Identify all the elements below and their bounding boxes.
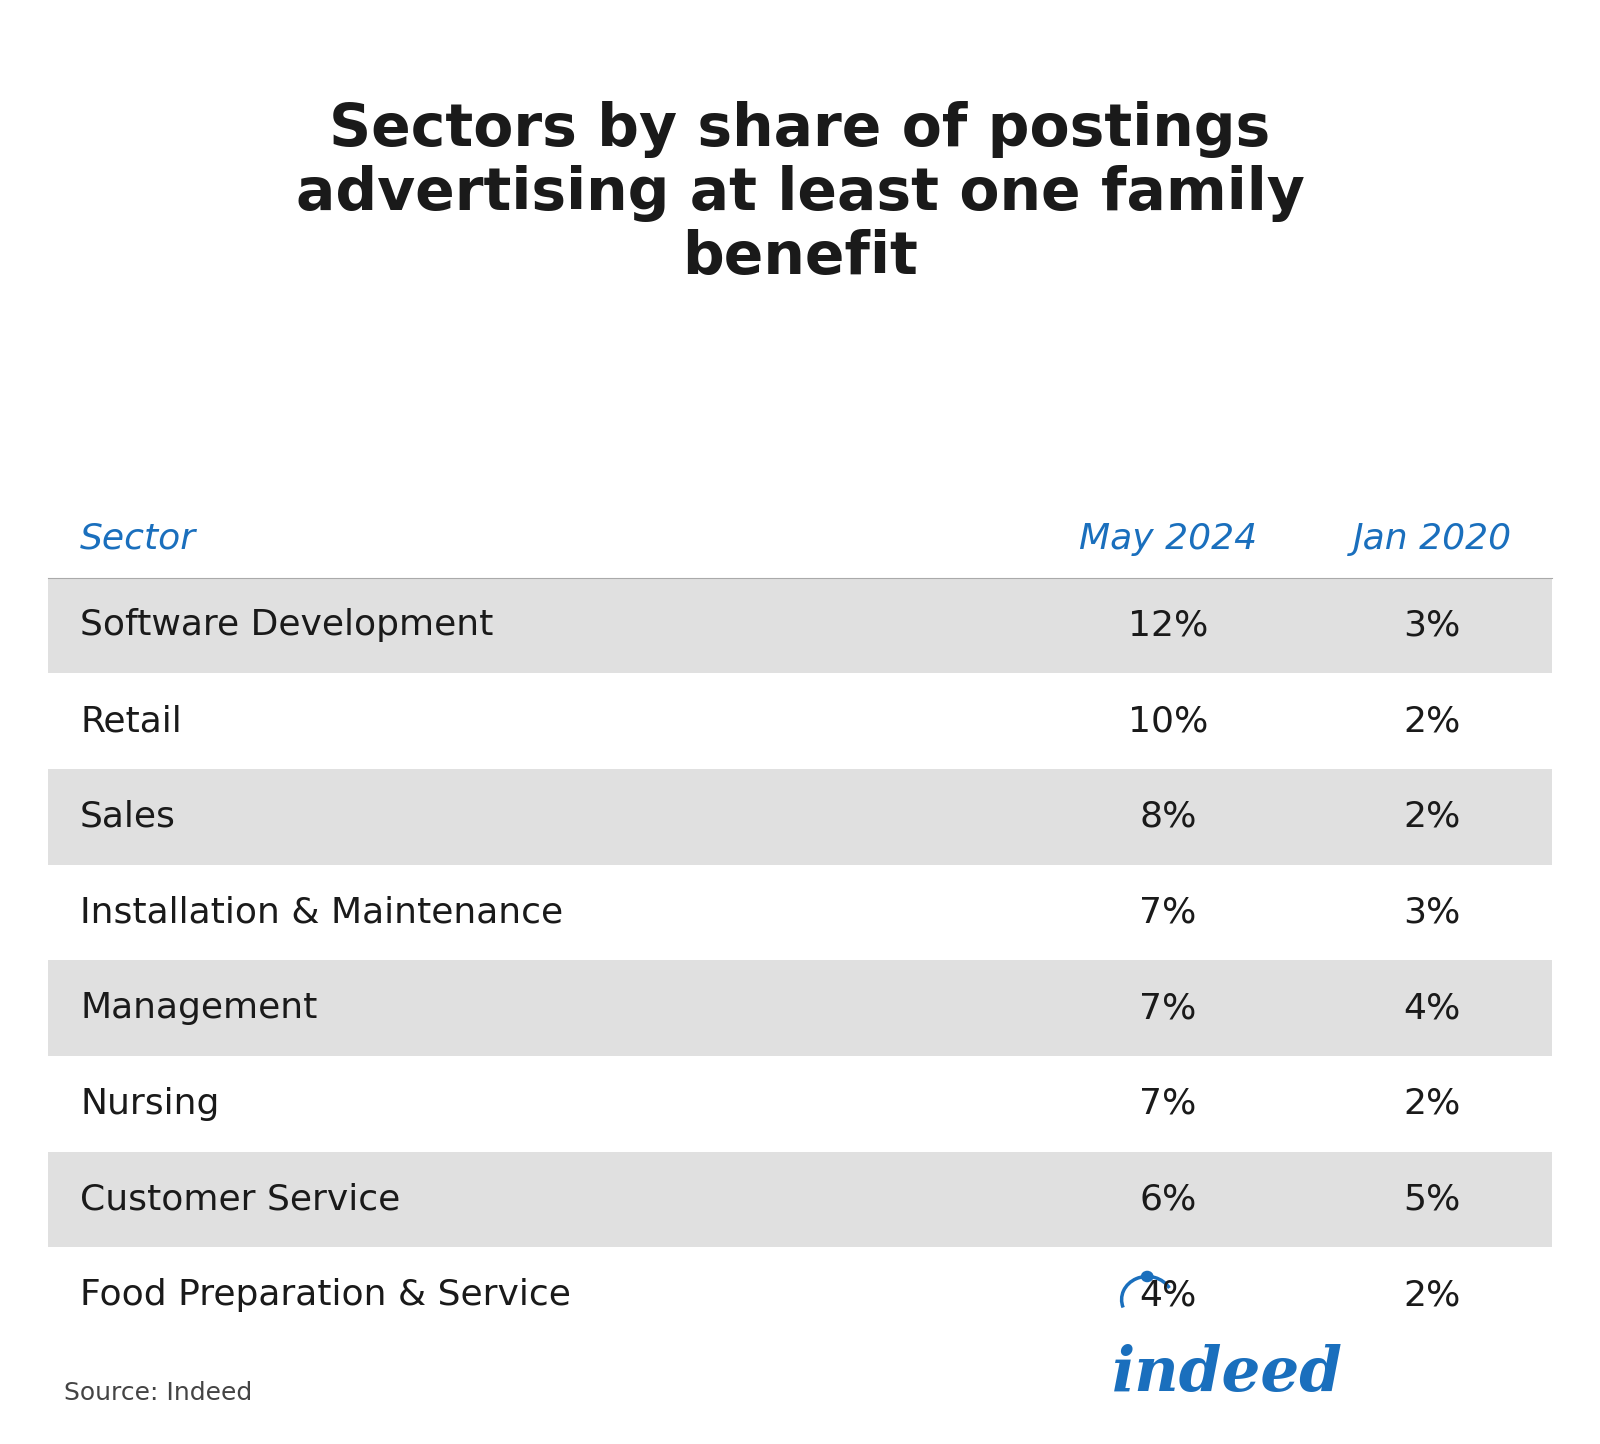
Text: 7%: 7%	[1139, 991, 1197, 1025]
Text: Sales: Sales	[80, 800, 176, 833]
Text: 12%: 12%	[1128, 608, 1208, 643]
Bar	[48, 768, 1552, 865]
Text: 6%: 6%	[1139, 1183, 1197, 1216]
Text: 2%: 2%	[1403, 1087, 1461, 1121]
Text: 2%: 2%	[1403, 705, 1461, 738]
Text: Retail: Retail	[80, 705, 182, 738]
Circle shape	[1141, 1271, 1154, 1282]
Text: Jan 2020: Jan 2020	[1352, 521, 1512, 556]
Text: Source: Indeed: Source: Indeed	[64, 1382, 253, 1405]
Text: 4%: 4%	[1139, 1278, 1197, 1313]
Text: Sectors by share of postings
advertising at least one family
benefit: Sectors by share of postings advertising…	[296, 101, 1304, 286]
Text: 3%: 3%	[1403, 608, 1461, 643]
Text: 10%: 10%	[1128, 705, 1208, 738]
Text: Customer Service: Customer Service	[80, 1183, 400, 1216]
Text: Nursing: Nursing	[80, 1087, 219, 1121]
Text: 7%: 7%	[1139, 1087, 1197, 1121]
Text: 8%: 8%	[1139, 800, 1197, 833]
Text: 7%: 7%	[1139, 895, 1197, 930]
Text: 2%: 2%	[1403, 800, 1461, 833]
Bar	[48, 1152, 1552, 1248]
Text: indeed: indeed	[1112, 1343, 1342, 1404]
Text: May 2024: May 2024	[1078, 521, 1258, 556]
Bar	[48, 960, 1552, 1056]
Text: Management: Management	[80, 991, 317, 1025]
Text: Food Preparation & Service: Food Preparation & Service	[80, 1278, 571, 1313]
Bar	[48, 578, 1552, 673]
Text: 4%: 4%	[1403, 991, 1461, 1025]
Text: Installation & Maintenance: Installation & Maintenance	[80, 895, 563, 930]
Text: Software Development: Software Development	[80, 608, 493, 643]
Text: 2%: 2%	[1403, 1278, 1461, 1313]
Text: 3%: 3%	[1403, 895, 1461, 930]
Text: Sector: Sector	[80, 521, 197, 556]
Text: 5%: 5%	[1403, 1183, 1461, 1216]
